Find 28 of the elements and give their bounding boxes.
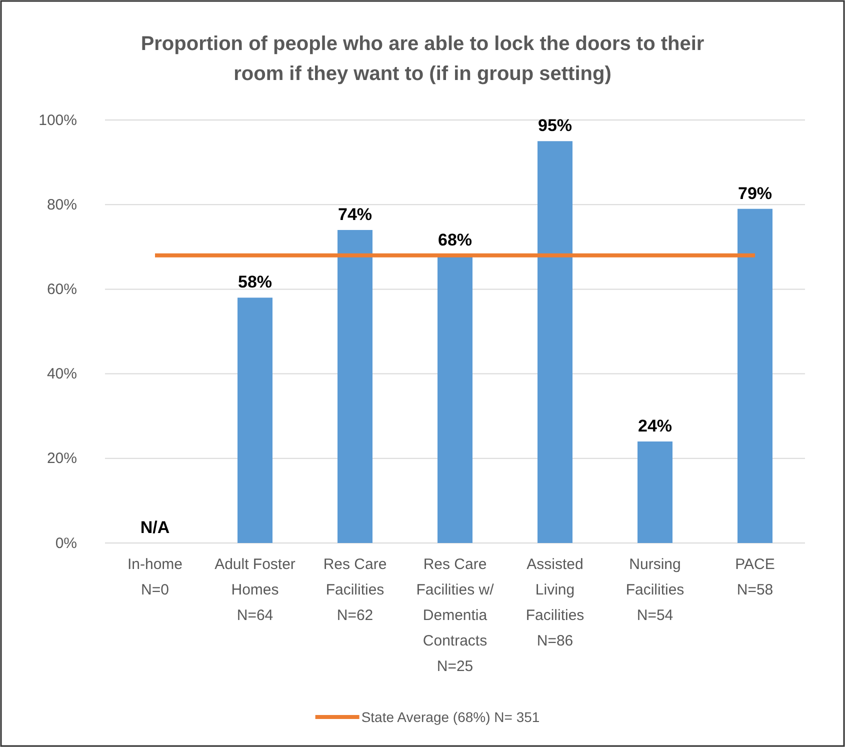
x-tick-label: Res Care Facilities w/ Dementia Contracts N=25: [416, 556, 495, 675]
x-tick-label: Res Care Facilities N=62: [323, 556, 387, 624]
bar: [438, 255, 472, 543]
bar: [338, 230, 372, 543]
chart-title: Proportion of people who are able to lock the doors to their room if they want to (if in group setting): [140, 33, 704, 85]
text: N/A: [140, 518, 170, 537]
data-label: 79%: [738, 184, 772, 203]
y-tick-label: 0%: [55, 534, 77, 552]
y-tick-label: 100%: [38, 112, 77, 129]
bar: [738, 208, 772, 543]
x-tick-label: PACE N=58: [735, 556, 775, 598]
legend-label: State Average (68%) N= 351: [361, 709, 540, 725]
bar: [238, 298, 272, 543]
data-label: 68%: [438, 230, 472, 250]
y-tick-label: 80%: [46, 196, 77, 214]
x-tick-label: In-home N=0: [127, 556, 183, 598]
y-tick-label: 20%: [46, 450, 77, 468]
y-tick-label: 40%: [46, 366, 77, 383]
data-label: 24%: [638, 416, 672, 436]
y-tick-label: 60%: [46, 281, 77, 298]
data-label: 74%: [338, 204, 372, 224]
bar: [538, 141, 572, 543]
bar: [638, 441, 672, 543]
x-tick-label: Adult Foster Homes N=64: [214, 556, 296, 624]
x-tick-label: Nursing Facilities N=54: [626, 556, 684, 624]
data-label: 58%: [238, 272, 272, 292]
x-tick-label: Assisted Living Facilities N=86: [526, 556, 584, 650]
data-label: 95%: [538, 116, 572, 136]
